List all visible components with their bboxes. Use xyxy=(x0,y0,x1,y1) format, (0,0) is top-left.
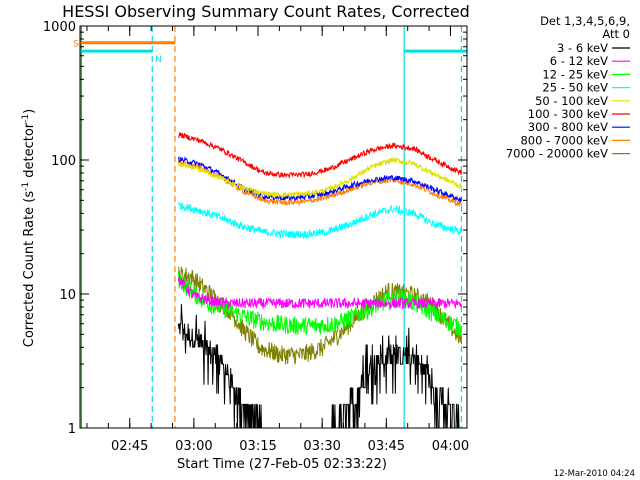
x-tick-label: 02:45 xyxy=(111,439,148,454)
flag-label: S xyxy=(73,40,79,50)
series-line xyxy=(177,131,463,179)
x-tick-label: 03:00 xyxy=(175,439,212,454)
plot-frame xyxy=(79,25,468,429)
legend-label: 7000 - 20000 keV xyxy=(506,147,608,161)
attenuator-flags: SN xyxy=(73,40,467,65)
series-line xyxy=(177,266,463,365)
x-axis-label: Start Time (27-Feb-05 02:33:22) xyxy=(177,457,387,472)
legend-label: 25 - 50 keV xyxy=(542,81,608,95)
y-tick-label: 100 xyxy=(51,154,76,169)
x-tick-label: 03:15 xyxy=(239,439,276,454)
series-line xyxy=(177,270,463,337)
y-axis-label-sup1: -1 xyxy=(21,182,31,191)
series-layer xyxy=(177,131,463,429)
y-tick-label: 1000 xyxy=(43,20,76,35)
legend-label: 3 - 6 keV xyxy=(557,41,608,55)
y-tick-label: 10 xyxy=(59,288,76,303)
series-line xyxy=(177,304,462,429)
legend-header-line1: Det 1,3,4,5,6,9, xyxy=(540,14,630,28)
y-axis-label-sup2: -1 xyxy=(21,114,31,123)
x-tick-label: 03:30 xyxy=(303,439,340,454)
y-axis-ticks: 1 10 100 1000 xyxy=(43,20,467,437)
chart-title: HESSI Observing Summary Count Rates, Cor… xyxy=(62,2,470,21)
series-line xyxy=(177,155,463,204)
legend-label: 12 - 25 keV xyxy=(542,67,608,81)
legend-label: 300 - 800 keV xyxy=(528,120,608,134)
series-line xyxy=(177,202,463,240)
y-tick-label: 1 xyxy=(68,422,76,437)
flag-label: N xyxy=(155,55,162,65)
footer-timestamp: 12-Mar-2010 04:24 xyxy=(554,469,635,479)
y-axis-label-main: Corrected Count Rate (s xyxy=(22,191,37,348)
y-axis-label-mid: detector xyxy=(22,122,37,182)
legend-header-line2: Att 0 xyxy=(602,27,630,41)
x-axis-ticks: 02:45 03:00 03:15 03:30 03:45 04:00 xyxy=(86,26,469,454)
legend-label: 800 - 7000 keV xyxy=(520,133,608,147)
series-line xyxy=(177,156,463,198)
x-tick-label: 04:00 xyxy=(432,439,469,454)
x-tick-label: 03:45 xyxy=(368,439,405,454)
plot-lines xyxy=(80,26,463,428)
y-axis-label-end: ) xyxy=(22,109,37,114)
legend-label: 50 - 100 keV xyxy=(535,94,608,108)
legend-label: 6 - 12 keV xyxy=(550,54,608,68)
series-line xyxy=(177,275,463,310)
legend-label: 100 - 300 keV xyxy=(528,107,608,121)
y-axis-label: Corrected Count Rate (s-1 detector-1) xyxy=(21,109,37,347)
